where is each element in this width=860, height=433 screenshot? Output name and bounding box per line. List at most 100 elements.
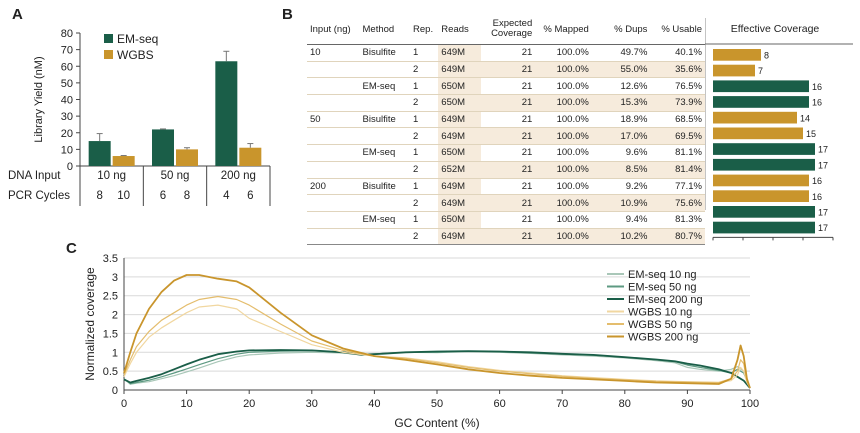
y-tick-label: 20 [61, 128, 73, 140]
cell-dups: 17.0% [591, 127, 651, 146]
cell-rep: 2 [410, 194, 439, 212]
coverage-value-label: 14 [800, 113, 810, 123]
table-row: 2 649M 21 100.0% 55.0% 35.6% [307, 61, 705, 79]
dna-input-label: 200 ng [221, 170, 256, 182]
y-tick-label: 70 [61, 45, 73, 57]
cell-dups: 49.7% [591, 44, 651, 62]
cell-dups: 10.9% [591, 194, 651, 212]
coverage-value-label: 16 [812, 98, 822, 108]
x-tick-label: 60 [493, 398, 505, 410]
coverage-bar [713, 127, 803, 140]
y-tick-label: 0 [112, 385, 118, 397]
cell-rep: 1 [410, 178, 439, 196]
cell-usable: 77.1% [650, 178, 705, 196]
coverage-bar [713, 80, 809, 93]
legend-label: EM-seq 50 ng [628, 282, 696, 294]
cell-dups: 10.2% [591, 228, 651, 246]
cell-mapped: 100.0% [535, 111, 592, 129]
pcr-cycle-label: 4 [223, 190, 230, 202]
cell-method: EM-seq [359, 77, 411, 96]
panel-a-letter: A [12, 6, 23, 23]
coverage-value-label: 15 [806, 129, 816, 139]
x-axis-label: GC Content (%) [394, 416, 479, 430]
cell-reads: 650M [438, 211, 481, 229]
y-tick-label: 3 [112, 272, 118, 284]
cell-input [307, 77, 360, 96]
cell-rep: 1 [410, 77, 439, 96]
legend-label: EM-seq 10 ng [628, 269, 696, 281]
cell-reads: 650M [438, 77, 481, 96]
cell-input: 50 [307, 111, 360, 129]
coverage-bar [713, 221, 815, 234]
coverage-bar [713, 49, 761, 61]
cell-method: Bisulfite [359, 111, 411, 129]
gc-coverage-chart: 0 0.5 1 1.5 2 2.5 3 3.5 0 10 20 30 40 50 60 70 80 90 100 GC… [83, 253, 759, 430]
y-tick-label: 50 [61, 78, 73, 90]
cell-expected: 21 [480, 111, 536, 129]
cell-mapped: 100.0% [535, 77, 592, 96]
cell-reads: 649M [438, 194, 481, 212]
x-tick-label: 90 [681, 398, 693, 410]
cell-expected: 21 [480, 144, 536, 162]
series-line-em-seq-200-ng [123, 349, 751, 389]
coverage-bar [713, 111, 797, 124]
coverage-value-label: 16 [812, 82, 822, 92]
cell-rep: 1 [410, 211, 439, 229]
cell-dups: 55.0% [591, 61, 651, 79]
cell-method: EM-seq [359, 144, 411, 162]
cell-usable: 81.1% [650, 144, 705, 162]
coverage-value-label: 8 [764, 51, 769, 61]
x-tick-label: 30 [306, 398, 318, 410]
y-tick-label: 40 [61, 95, 73, 107]
bar-wgbs [112, 156, 135, 166]
pcr-cycle-label: 6 [160, 190, 166, 202]
header-expected-coverage: Expected Coverage [480, 14, 536, 45]
row-label-pcr-cycles: PCR Cycles [8, 190, 70, 202]
bar-em-seq [88, 141, 111, 166]
panel-b-letter: B [282, 6, 293, 23]
pcr-cycle-label: 8 [184, 190, 190, 202]
header-method: Method [359, 14, 411, 45]
panel-c-letter: C [66, 240, 77, 257]
legend-label: WGBS 200 ng [628, 332, 698, 344]
pcr-cycle-label: 10 [117, 190, 130, 202]
cell-reads: 652M [438, 161, 481, 179]
legend-swatch [104, 50, 113, 59]
dna-input-label: 50 ng [161, 170, 190, 182]
x-tick-label: 20 [243, 398, 255, 410]
table-row: 2 649M 21 100.0% 17.0% 69.5% [307, 127, 705, 146]
sequencing-stats-table: Input (ng) Method Rep. Reads Expected Co… [307, 14, 705, 246]
cell-rep: 2 [410, 61, 439, 79]
series-line-wgbs-10-ng [123, 304, 751, 389]
cell-reads: 649M [438, 111, 481, 129]
cell-method [359, 94, 411, 112]
cell-expected: 21 [480, 211, 536, 229]
cell-input [307, 61, 360, 79]
cell-expected: 21 [480, 178, 536, 196]
cell-input [307, 194, 360, 212]
header-rep: Rep. [410, 14, 439, 45]
cell-mapped: 100.0% [535, 161, 592, 179]
cell-reads: 650M [438, 144, 481, 162]
x-tick-label: 100 [741, 398, 759, 410]
cell-rep: 1 [410, 144, 439, 162]
table-row: EM-seq 1 650M 21 100.0% 12.6% 76.5% [307, 77, 705, 96]
cell-usable: 80.7% [650, 228, 705, 246]
cell-input [307, 161, 360, 179]
cell-expected: 21 [480, 44, 536, 62]
effective-coverage-chart: Effective Coverage8716161415171716161717… [705, 18, 853, 241]
bar-em-seq [152, 129, 174, 166]
cell-usable: 69.5% [650, 127, 705, 146]
table-row: EM-seq 1 650M 21 100.0% 9.4% 81.3% [307, 211, 705, 229]
legend-label: WGBS [117, 48, 154, 62]
cell-dups: 9.4% [591, 211, 651, 229]
y-tick-label: 3.5 [103, 253, 118, 265]
y-tick-label: 2 [112, 310, 118, 322]
x-tick-label: 50 [431, 398, 443, 410]
table-row: 2 650M 21 100.0% 15.3% 73.9% [307, 94, 705, 112]
cell-usable: 68.5% [650, 111, 705, 129]
cell-reads: 649M [438, 228, 481, 246]
cell-method [359, 228, 411, 246]
cell-input [307, 127, 360, 146]
table-header-row: Input (ng) Method Rep. Reads Expected Co… [307, 14, 705, 45]
